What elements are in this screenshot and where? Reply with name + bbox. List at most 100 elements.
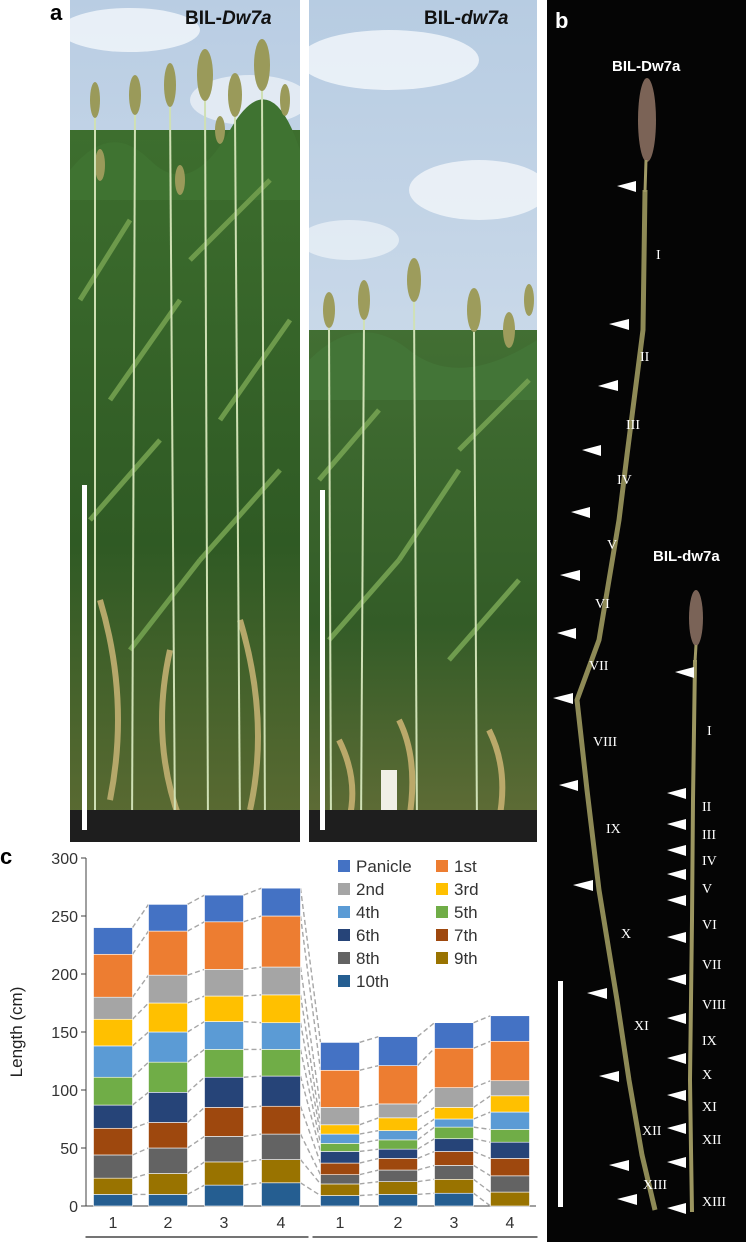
bar-segment-10th [148,1194,188,1207]
bar-segment-8th [320,1174,360,1185]
bar-segment-9th [148,1173,188,1195]
bar-segment-3rd [378,1117,418,1131]
segment-connector [473,1040,491,1049]
bar-segment-4th [148,1031,188,1063]
bar-segment-2nd [490,1080,530,1097]
tall-internode-label: X [621,927,632,942]
segment-connector [473,1178,491,1193]
segment-connector [416,1047,436,1067]
bar-segment-10th [320,1195,360,1207]
segment-connector [187,1106,205,1124]
bar-segment-1st [320,1069,360,1108]
stems-drawing [553,78,703,1214]
bar-segment-7th [148,1122,188,1149]
segment-connector [243,1105,262,1109]
tall-internode-label: I [656,248,661,263]
bar-segment-5th [261,1049,301,1077]
short-internode-label: IV [702,854,717,869]
segment-connector [417,1118,435,1132]
tall-internode-label: VI [595,597,610,612]
segment-connector [299,1159,322,1185]
y-tick-label: 0 [69,1199,78,1216]
segment-connector [243,1075,262,1078]
segment-connector [187,1076,205,1093]
right-photo-label: BIL-dw7a [424,8,508,30]
segment-connector [473,1015,491,1024]
short-internode-label: II [702,800,712,815]
tall-internode-label: XIII [643,1178,668,1193]
legend-swatch-4th [338,906,350,918]
segment-connector [187,1020,205,1033]
tall-stem-label: BIL-Dw7a [612,58,681,75]
bar-segment-8th [148,1147,188,1174]
bar-segment-2nd [378,1103,418,1119]
x-tick-label: 4 [277,1215,286,1232]
segment-connector [132,1091,149,1106]
short-panicle [689,590,703,646]
x-tick-label: 4 [506,1215,515,1232]
segment-connector [359,1117,379,1126]
legend-swatch-3rd [436,883,448,895]
bar-segment-3rd [93,1018,133,1047]
bar-segment-7th [261,1105,301,1135]
segment-connector [187,921,205,932]
y-tick-label: 250 [51,909,78,926]
segment-connector [131,974,150,998]
legend-label: 10th [356,972,389,991]
segment-connector [359,1103,379,1109]
bar-segment-panicle [93,927,133,955]
segment-connector [132,1121,149,1129]
segment-connector [299,1106,322,1164]
bar-segment-6th [490,1141,530,1159]
segment-connector [132,1172,149,1179]
bar-segment-5th [434,1126,474,1140]
tall-internode-label: IV [617,473,632,488]
segment-connector [299,915,322,1071]
short-internode-label: X [702,1068,713,1083]
segment-connector [473,1150,491,1160]
bar-segment-3rd [148,1002,188,1033]
bar-segment-8th [204,1136,244,1163]
bar-segment-5th [93,1076,133,1106]
segment-connector [131,930,150,955]
short-internode-label: III [702,828,716,843]
bar-segment-9th [320,1183,360,1196]
y-tick-label: 200 [51,967,78,984]
segment-connector [473,1126,491,1131]
short-internode-label: XII [702,1133,722,1148]
bar-segment-6th [261,1075,301,1107]
y-axis-label: Length (cm) [7,987,26,1078]
segment-connector [473,1138,491,1143]
bar-segment-8th [378,1169,418,1182]
segment-connector [300,1182,321,1197]
legend-label: 5th [454,903,478,922]
segment-connector [187,1048,205,1063]
segment-connector [359,1139,379,1145]
tall-internode-label: II [640,350,650,365]
bar-segment-3rd [261,994,301,1024]
bar-segment-6th [93,1104,133,1129]
segment-connector [417,1192,435,1196]
bar-segment-4th [378,1130,418,1141]
segment-connector [473,1164,491,1177]
bar-segment-9th [261,1159,301,1184]
bar-segment-1st [204,921,244,970]
bar-segment-1st [148,930,188,976]
panel-c-letter: c [0,844,13,869]
segment-connector [417,1126,435,1141]
scale-bar-left [82,485,87,830]
panel-b-letter: b [555,8,569,33]
legend-label: 1st [454,857,477,876]
short-internode-label: VI [702,918,717,933]
right-photo-label-gene: dw7a [460,8,509,29]
legend-label: 6th [356,926,380,945]
bar-segment-6th [378,1148,418,1159]
bar-segment-7th [490,1158,530,1177]
y-tick-label: 50 [60,1141,78,1158]
segment-connector [417,1178,435,1183]
segment-connector [299,1022,322,1135]
bar-segment-1st [434,1047,474,1088]
segment-connector [359,1035,379,1044]
segment-connector [243,966,262,971]
scale-bar-b [558,981,563,1207]
